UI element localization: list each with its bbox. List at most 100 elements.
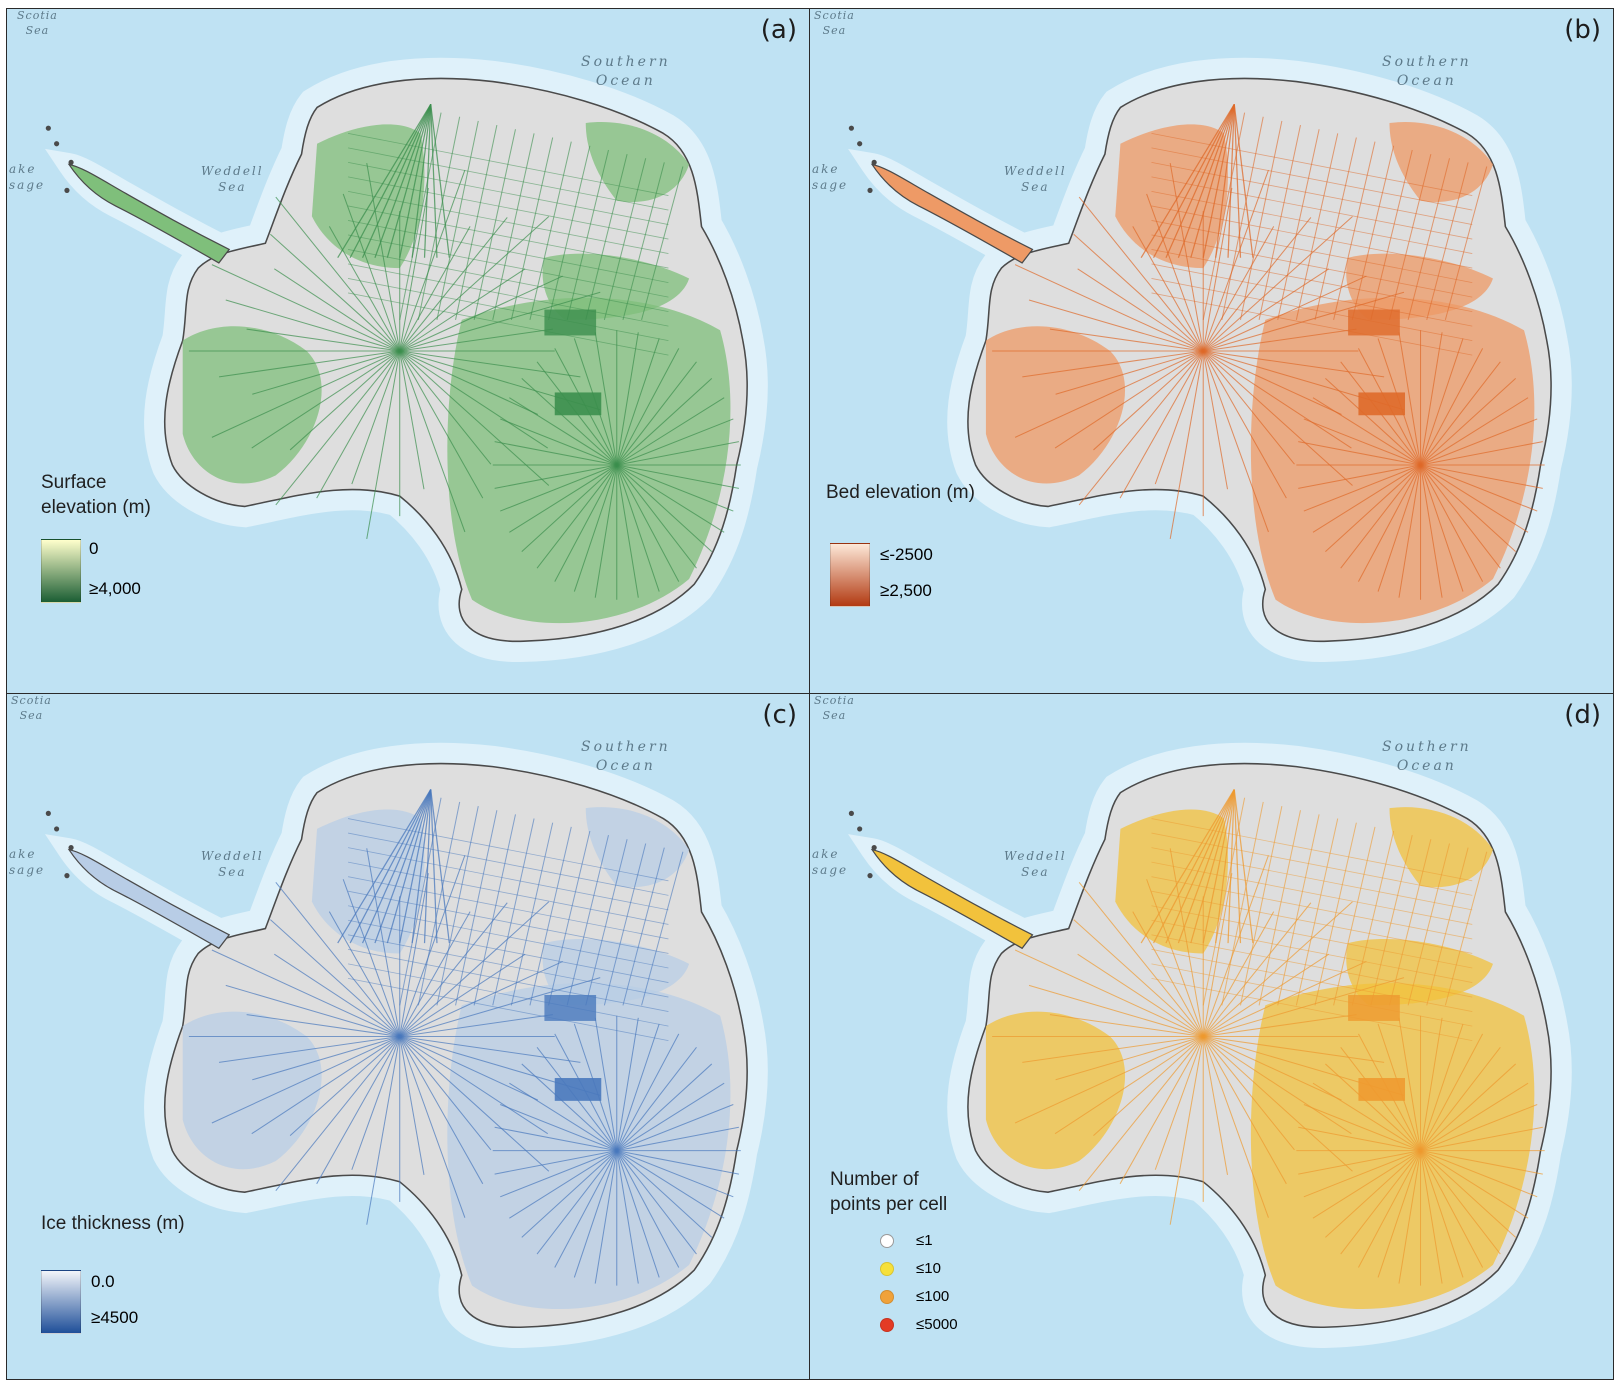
flight-line — [1420, 1150, 1484, 1268]
flight-line — [1055, 350, 1204, 395]
flight-line — [1370, 835, 1413, 1006]
flight-line — [1151, 147, 1473, 211]
legend-color-ramp — [41, 1270, 81, 1334]
map-a — [44, 57, 768, 662]
flight-line — [361, 104, 432, 258]
legend-swatch-le1 — [880, 1234, 894, 1248]
coverage-region — [585, 122, 690, 202]
flight-line — [246, 328, 400, 352]
flight-line — [1077, 953, 1204, 1037]
flight-line — [594, 332, 618, 466]
flight-line — [1169, 1036, 1204, 1225]
flight-line — [1340, 1150, 1421, 1255]
flight-line — [347, 818, 669, 882]
flight-line — [211, 1036, 400, 1124]
flight-line — [251, 1036, 401, 1135]
panel-c: (c) Scotia Sea Southern Ocean Weddell Sea a… — [7, 694, 810, 1379]
flight-line — [1151, 948, 1473, 1012]
flight-line — [1420, 1023, 1464, 1151]
flight-line — [473, 129, 516, 321]
flight-line — [1151, 190, 1473, 254]
flight-line — [1014, 264, 1204, 352]
flight-line — [1202, 169, 1269, 352]
flight-line — [1202, 1036, 1295, 1151]
flight-line — [342, 193, 401, 352]
flight-line — [554, 464, 618, 582]
flight-line — [399, 1036, 539, 1101]
map-content-b — [848, 57, 1572, 662]
flight-line — [616, 361, 697, 466]
flight-line — [1420, 1150, 1538, 1198]
flight-line — [1049, 328, 1204, 352]
flight-line — [1426, 847, 1469, 1006]
flight-line — [1119, 350, 1204, 499]
flight-line — [366, 1036, 401, 1225]
flight-line — [1420, 1033, 1484, 1151]
flight-line — [1190, 104, 1235, 258]
flight-line — [616, 1017, 639, 1151]
flight-line — [1119, 1036, 1204, 1185]
flight-line — [1190, 789, 1235, 944]
flight-line — [1022, 350, 1204, 378]
coverage-region — [447, 983, 731, 1310]
flight-line — [1202, 268, 1330, 352]
coverage-region — [985, 1011, 1126, 1170]
flight-line — [1420, 378, 1517, 466]
flight-line — [1151, 249, 1473, 313]
flight-line — [1426, 162, 1469, 321]
legend-title: Bed elevation (m) — [826, 482, 975, 503]
flight-line — [1398, 1017, 1422, 1151]
flight-line — [1202, 350, 1229, 490]
flight-line — [1420, 1150, 1529, 1219]
flight-line — [1151, 876, 1473, 940]
flight-line — [1151, 234, 1473, 298]
flight-line — [616, 464, 713, 552]
flight-line — [1420, 1150, 1501, 1255]
flight-line — [1258, 810, 1301, 1006]
coverage-region — [585, 807, 690, 888]
flight-line — [1407, 158, 1451, 321]
flight-line — [270, 233, 401, 352]
flight-line — [1325, 378, 1421, 466]
flight-line — [616, 1104, 734, 1152]
place-label-southern-ocean: Southern Ocean — [1382, 54, 1472, 89]
flight-line — [1420, 464, 1484, 582]
flight-line — [641, 166, 684, 321]
flight-line — [374, 789, 432, 944]
flight-line — [347, 292, 669, 356]
map-content-c — [44, 742, 768, 1348]
flight-line — [594, 1017, 618, 1151]
flight-line — [328, 226, 401, 352]
flight-line — [1203, 350, 1342, 415]
place-label-southern-ocean: Southern Ocean — [581, 54, 671, 89]
flight-line — [1420, 1150, 1464, 1278]
flight-line — [1298, 464, 1421, 489]
flight-line — [1028, 299, 1204, 352]
flight-line — [594, 464, 618, 598]
flight-line — [430, 789, 438, 944]
legend-color-ramp — [41, 539, 81, 603]
survey-block — [544, 994, 597, 1021]
flight-line — [270, 919, 401, 1037]
flight-line — [616, 464, 680, 582]
flight-line — [1151, 176, 1473, 240]
flight-line — [347, 847, 669, 911]
flight-line — [1169, 848, 1204, 1037]
flight-line — [347, 132, 669, 196]
flight-line — [521, 378, 618, 466]
flight-line — [430, 104, 450, 258]
flight-line — [436, 805, 479, 1006]
flight-line — [399, 1036, 466, 1218]
flight-line — [289, 1036, 401, 1136]
coverage-region — [985, 326, 1126, 484]
coverage-region — [447, 297, 731, 624]
flight-line — [1054, 350, 1204, 449]
flight-line — [1202, 1036, 1229, 1175]
flight-line — [1093, 1036, 1204, 1136]
flight-line — [1151, 292, 1473, 356]
legend-max-label: ≥2,500 — [880, 581, 932, 600]
flight-line — [622, 162, 665, 321]
flight-line — [1151, 934, 1473, 998]
flight-line — [246, 1014, 400, 1038]
flight-line — [1078, 196, 1204, 352]
